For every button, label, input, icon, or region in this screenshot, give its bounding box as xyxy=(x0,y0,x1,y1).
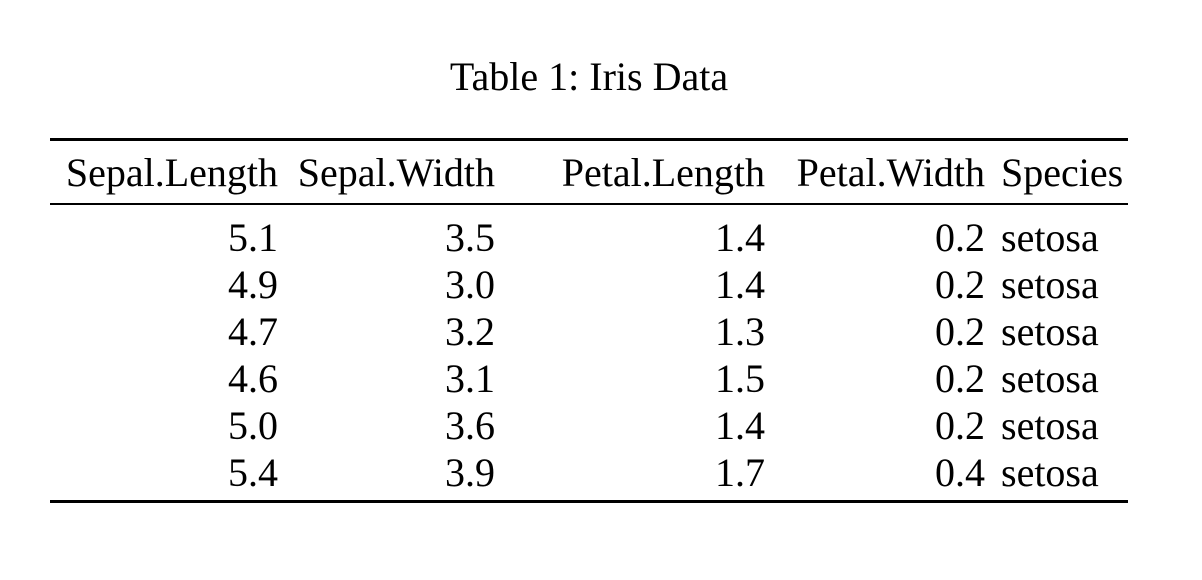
value-cell: 5.0 xyxy=(228,403,278,448)
iris-data-table: Sepal.Length Sepal.Width Petal.Length Petal… xyxy=(50,138,1128,503)
species-cell: setosa xyxy=(1001,262,1099,307)
value-cell: 5.1 xyxy=(228,215,278,260)
table-caption: Table 1: Iris Data xyxy=(449,54,729,99)
species-cell: setosa xyxy=(1001,403,1099,448)
value-cell: 3.6 xyxy=(445,403,495,448)
table-row: 5.4 3.9 1.7 0.4 setosa xyxy=(50,449,1128,503)
table-row: 4.9 3.0 1.4 0.2 setosa xyxy=(50,261,1128,308)
value-cell: 4.7 xyxy=(228,309,278,354)
value-cell: 1.7 xyxy=(497,449,767,503)
column-header-petal-width: Petal.Width xyxy=(767,138,987,205)
value-cell: 0.2 xyxy=(935,262,985,307)
value-cell: 1.3 xyxy=(715,309,765,354)
column-header-sepal-length: Sepal.Length xyxy=(50,138,280,205)
value-cell: 1.4 xyxy=(715,215,765,260)
species-cell: setosa xyxy=(987,449,1128,503)
value-cell: 3.9 xyxy=(280,449,497,503)
column-header-sepal-width: Sepal.Width xyxy=(280,138,497,205)
table-row: 4.6 3.1 1.5 0.2 setosa xyxy=(50,355,1128,402)
value-cell: 1.4 xyxy=(715,262,765,307)
value-cell: 3.5 xyxy=(445,215,495,260)
species-cell: setosa xyxy=(1001,356,1099,401)
table-row: 5.1 3.5 1.4 0.2 setosa xyxy=(50,204,1128,261)
header-row: Sepal.Length Sepal.Width Petal.Length Petal… xyxy=(50,138,1128,205)
column-header-species: Species xyxy=(987,138,1128,205)
value-cell: 0.2 xyxy=(935,309,985,354)
species-cell: setosa xyxy=(1001,215,1099,260)
value-cell: 4.9 xyxy=(228,262,278,307)
value-cell: 0.4 xyxy=(767,449,987,503)
value-cell: 1.5 xyxy=(715,356,765,401)
value-cell: 3.1 xyxy=(445,356,495,401)
value-cell: 5.4 xyxy=(50,449,280,503)
table-row: 5.0 3.6 1.4 0.2 setosa xyxy=(50,402,1128,449)
value-cell: 4.6 xyxy=(228,356,278,401)
table-row: 4.7 3.2 1.3 0.2 setosa xyxy=(50,308,1128,355)
value-cell: 1.4 xyxy=(715,403,765,448)
table-body: 5.1 3.5 1.4 0.2 setosa 4.9 3.0 1.4 0.2 setosa 4.7 3… xyxy=(50,204,1128,503)
value-cell: 0.2 xyxy=(935,403,985,448)
value-cell: 3.2 xyxy=(445,309,495,354)
value-cell: 3.0 xyxy=(445,262,495,307)
value-cell: 0.2 xyxy=(935,356,985,401)
column-header-petal-length: Petal.Length xyxy=(497,138,767,205)
species-cell: setosa xyxy=(1001,309,1099,354)
value-cell: 0.2 xyxy=(935,215,985,260)
